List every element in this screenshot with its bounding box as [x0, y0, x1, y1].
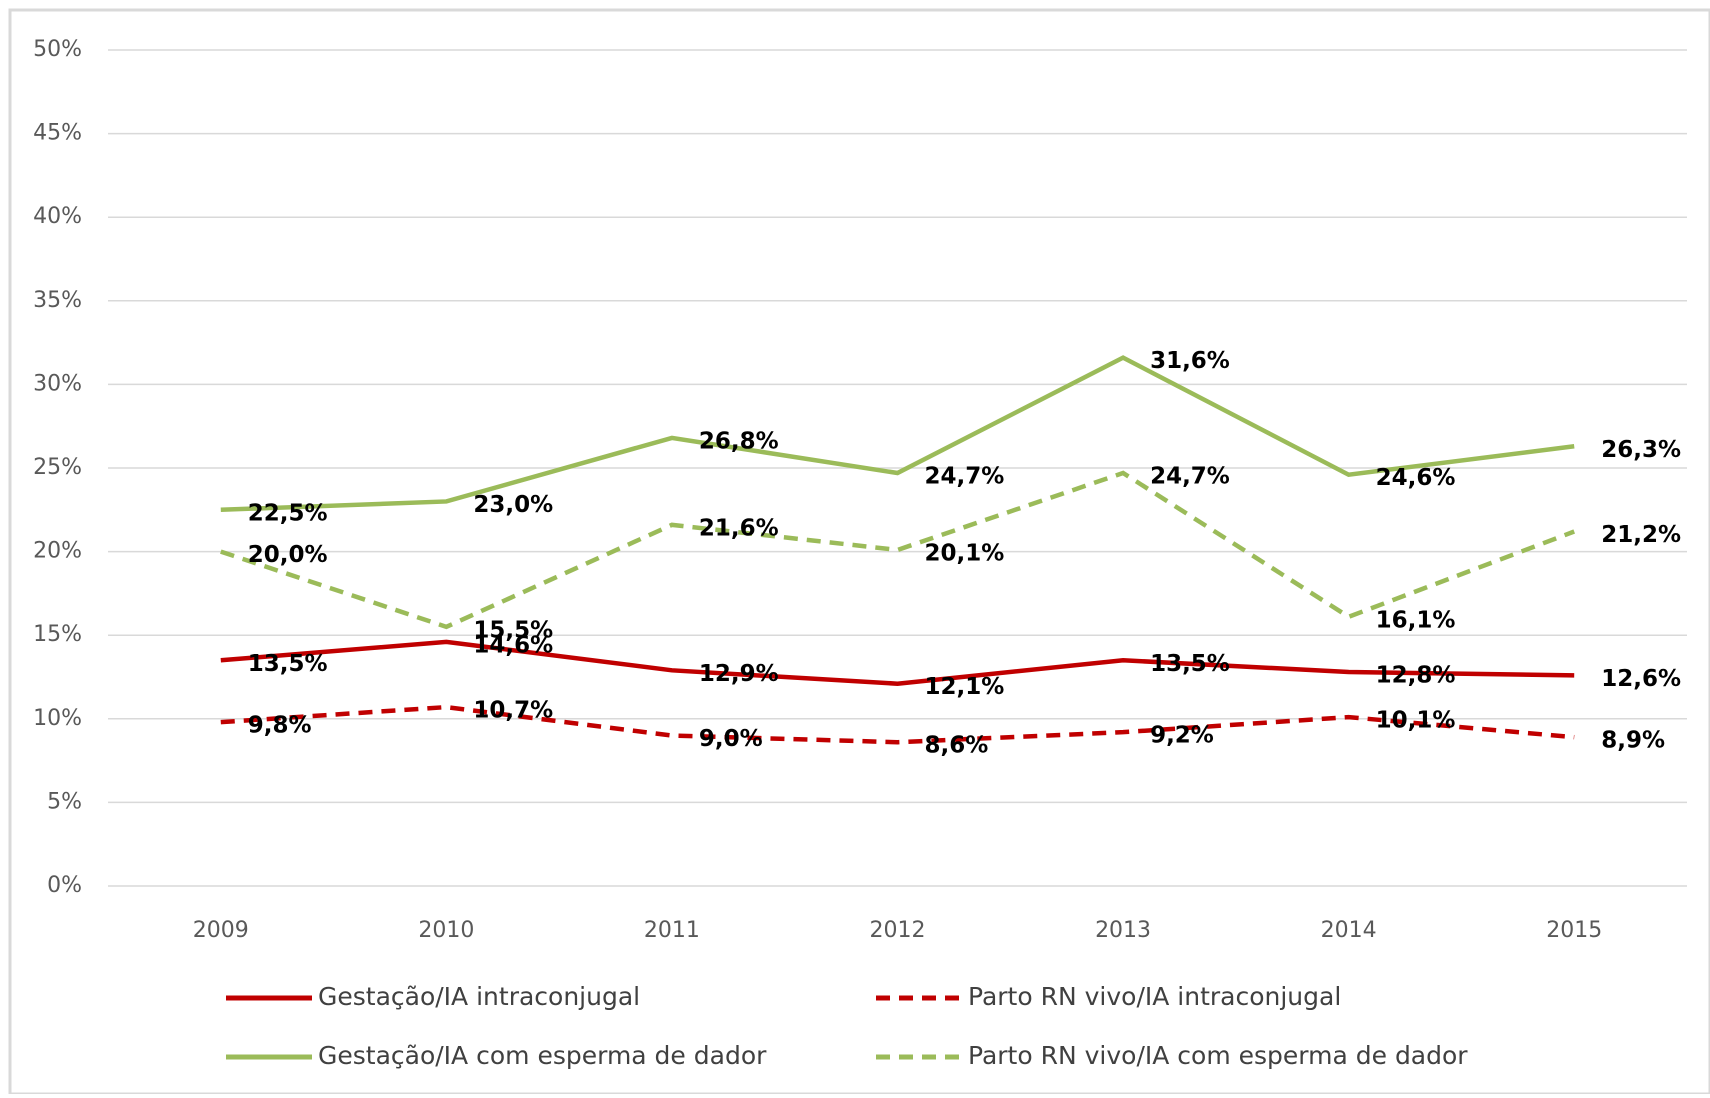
- data-label: 31,6%: [1150, 348, 1230, 374]
- y-tick-label: 10%: [33, 706, 82, 731]
- data-label: 24,7%: [925, 464, 1005, 490]
- y-tick-label: 50%: [33, 37, 82, 62]
- y-tick-label: 15%: [33, 622, 82, 647]
- legend-label: Parto RN vivo/IA com esperma de dador: [968, 1041, 1468, 1070]
- x-tick-label: 2010: [418, 918, 474, 943]
- data-label: 24,7%: [1150, 464, 1230, 490]
- y-tick-label: 45%: [33, 121, 82, 146]
- x-tick-label: 2012: [870, 918, 926, 943]
- legend-label: Gestação/IA intraconjugal: [318, 982, 640, 1011]
- data-label: 12,8%: [1376, 662, 1456, 688]
- y-tick-label: 20%: [33, 539, 82, 564]
- data-label: 16,1%: [1376, 607, 1456, 633]
- data-label: 13,5%: [1150, 651, 1230, 677]
- x-tick-label: 2011: [644, 918, 700, 943]
- y-tick-label: 0%: [47, 873, 82, 898]
- data-label: 9,2%: [1150, 723, 1214, 749]
- data-label: 24,6%: [1376, 465, 1456, 491]
- x-tick-label: 2014: [1321, 918, 1377, 943]
- data-label: 26,8%: [699, 428, 779, 454]
- data-label: 12,9%: [699, 661, 779, 687]
- data-label: 9,0%: [699, 726, 763, 752]
- y-tick-label: 40%: [33, 204, 82, 229]
- legend-label: Gestação/IA com esperma de dador: [318, 1041, 767, 1070]
- data-label: 9,8%: [248, 713, 312, 739]
- series-line: [220, 470, 1576, 630]
- data-label: 21,6%: [699, 515, 779, 541]
- data-label: 13,5%: [248, 651, 328, 677]
- series-line: [220, 704, 1575, 745]
- data-label: 10,7%: [473, 698, 553, 724]
- data-label: 20,0%: [248, 542, 328, 568]
- data-label: 15,5%: [473, 617, 553, 643]
- data-label: 26,3%: [1601, 437, 1681, 463]
- data-label: 22,5%: [248, 500, 328, 526]
- data-label: 20,1%: [925, 540, 1005, 566]
- x-tick-label: 2015: [1546, 918, 1602, 943]
- x-tick-label: 2013: [1095, 918, 1151, 943]
- data-label: 8,6%: [925, 733, 989, 759]
- y-tick-label: 30%: [33, 371, 82, 396]
- x-tick-label: 2009: [193, 918, 249, 943]
- y-tick-label: 25%: [33, 455, 82, 480]
- data-label: 12,1%: [925, 674, 1005, 700]
- data-label: 8,9%: [1601, 728, 1665, 754]
- data-label: 10,1%: [1376, 708, 1456, 734]
- data-label: 12,6%: [1601, 666, 1681, 692]
- legend-label: Parto RN vivo/IA intraconjugal: [968, 982, 1341, 1011]
- data-label: 23,0%: [473, 492, 553, 518]
- series-line: [220, 639, 1575, 686]
- data-label: 21,2%: [1601, 522, 1681, 548]
- data-label: 14,6%: [473, 632, 553, 658]
- y-tick-label: 35%: [33, 288, 82, 313]
- series-line: [220, 355, 1575, 513]
- y-tick-label: 5%: [47, 789, 82, 814]
